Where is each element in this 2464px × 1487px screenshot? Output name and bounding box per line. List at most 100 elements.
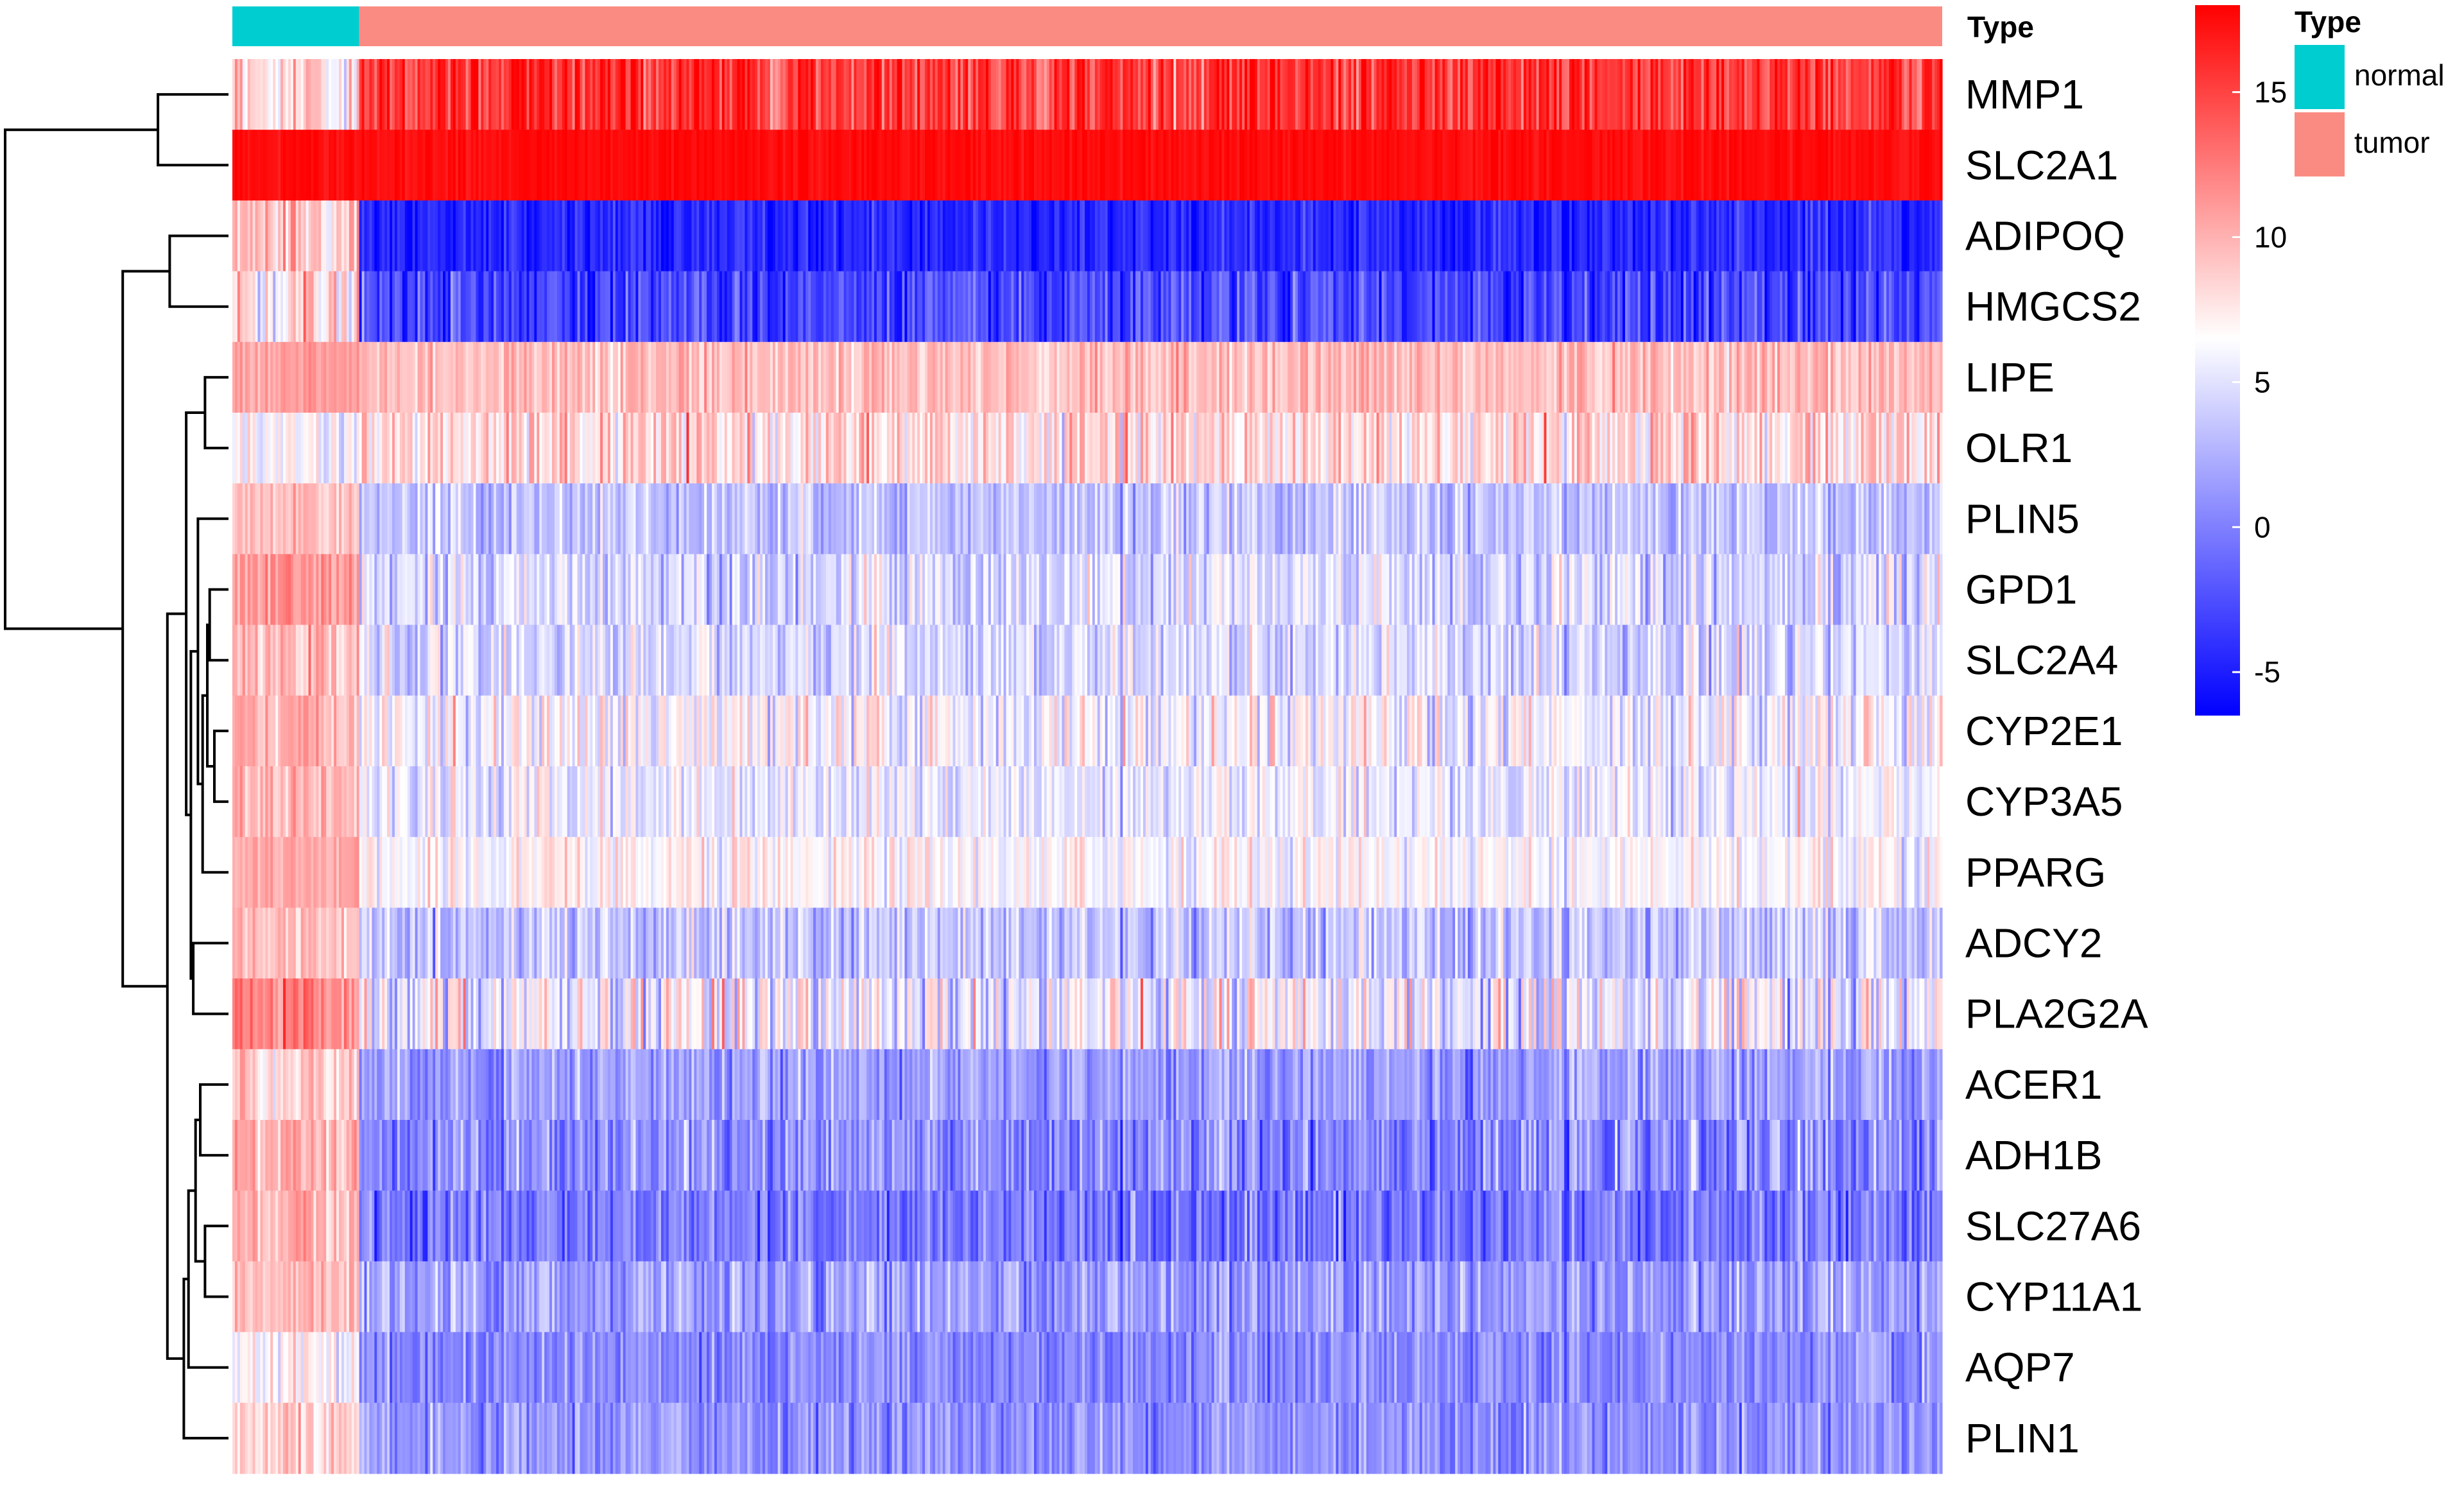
heatmap-cell bbox=[1655, 271, 1658, 343]
heatmap-cell bbox=[1467, 271, 1471, 343]
heatmap-cell bbox=[1257, 341, 1261, 413]
heatmap-cell bbox=[1879, 59, 1882, 130]
heatmap-cell bbox=[590, 130, 593, 201]
heatmap-cell bbox=[387, 554, 390, 626]
heatmap-cell bbox=[1526, 483, 1529, 554]
heatmap-cell bbox=[491, 483, 494, 554]
heatmap-cell bbox=[1850, 59, 1854, 130]
heatmap-cell bbox=[366, 554, 370, 626]
heatmap-cell bbox=[1247, 413, 1250, 484]
heatmap-cell bbox=[491, 59, 494, 130]
heatmap-cell bbox=[1693, 130, 1697, 201]
heatmap-cell bbox=[491, 271, 494, 343]
heatmap-cell bbox=[1221, 483, 1225, 554]
heatmap-cell bbox=[295, 483, 299, 554]
heatmap-cell bbox=[922, 483, 926, 554]
heatmap-cell bbox=[1470, 271, 1474, 343]
heatmap-cell bbox=[303, 59, 307, 130]
heatmap-cell bbox=[884, 200, 888, 272]
heatmap-cell bbox=[483, 413, 487, 484]
heatmap-cell bbox=[762, 271, 766, 343]
heatmap-cell bbox=[1272, 483, 1276, 554]
heatmap-cell bbox=[1899, 271, 1902, 343]
heatmap-cell bbox=[681, 200, 685, 272]
heatmap-cell bbox=[1422, 271, 1426, 343]
heatmap-cell bbox=[985, 483, 989, 554]
heatmap-cell bbox=[1858, 59, 1862, 130]
heatmap-cell bbox=[1559, 483, 1562, 554]
heatmap-cell bbox=[1440, 271, 1443, 343]
heatmap-cell bbox=[1325, 271, 1329, 343]
heatmap-cell bbox=[1899, 130, 1902, 201]
heatmap-cell bbox=[671, 341, 675, 413]
heatmap-cell bbox=[1171, 271, 1174, 343]
heatmap-cell bbox=[417, 200, 421, 272]
heatmap-cell bbox=[912, 271, 915, 343]
heatmap-cell bbox=[1133, 413, 1136, 484]
heatmap-cell bbox=[1298, 130, 1301, 201]
heatmap-cell bbox=[1211, 59, 1215, 130]
heatmap-cell bbox=[534, 341, 537, 413]
heatmap-cell bbox=[1554, 341, 1557, 413]
heatmap-cell bbox=[339, 59, 342, 130]
heatmap-cell bbox=[625, 483, 629, 554]
heatmap-cell bbox=[440, 271, 444, 343]
heatmap-cell bbox=[286, 554, 289, 626]
heatmap-cell bbox=[1544, 59, 1547, 130]
heatmap-cell bbox=[354, 130, 358, 201]
heatmap-cell bbox=[1488, 200, 1492, 272]
heatmap-cell bbox=[1363, 413, 1367, 484]
heatmap-cell bbox=[1833, 341, 1836, 413]
heatmap-cell bbox=[945, 341, 949, 413]
heatmap-cell bbox=[1417, 483, 1420, 554]
heatmap-cell bbox=[1254, 341, 1258, 413]
heatmap-cell bbox=[329, 341, 332, 413]
heatmap-cell bbox=[516, 59, 520, 130]
heatmap-cell bbox=[1189, 413, 1192, 484]
heatmap-cell bbox=[1133, 200, 1136, 272]
heatmap-cell bbox=[785, 271, 789, 343]
heatmap-cell bbox=[1046, 483, 1050, 554]
heatmap-cell bbox=[960, 341, 963, 413]
heatmap-cell bbox=[788, 554, 791, 626]
heatmap-cell bbox=[468, 59, 472, 130]
heatmap-cell bbox=[394, 200, 398, 272]
heatmap-cell bbox=[458, 554, 461, 626]
heatmap-cell bbox=[777, 200, 781, 272]
heatmap-cell bbox=[465, 483, 469, 554]
heatmap-cell bbox=[1003, 483, 1007, 554]
heatmap-cell bbox=[1445, 341, 1448, 413]
heatmap-cell bbox=[1835, 483, 1839, 554]
heatmap-cell bbox=[1724, 200, 1727, 272]
heatmap-cell bbox=[1637, 130, 1641, 201]
heatmap-cell bbox=[625, 130, 629, 201]
heatmap-cell bbox=[364, 554, 368, 626]
heatmap-cell bbox=[1513, 200, 1517, 272]
heatmap-cell bbox=[1056, 130, 1060, 201]
heatmap-cell bbox=[392, 200, 395, 272]
heatmap-cell bbox=[1772, 130, 1775, 201]
heatmap-cell bbox=[1777, 341, 1780, 413]
heatmap-cell bbox=[1120, 59, 1123, 130]
heatmap-cell bbox=[800, 59, 804, 130]
heatmap-cell bbox=[1333, 200, 1336, 272]
heatmap-cell bbox=[1462, 200, 1466, 272]
heatmap-cell bbox=[1927, 483, 1930, 554]
heatmap-cell bbox=[825, 130, 829, 201]
heatmap-cell bbox=[1800, 59, 1804, 130]
heatmap-cell bbox=[1092, 59, 1096, 130]
heatmap-cell bbox=[1402, 130, 1405, 201]
heatmap-cell bbox=[1272, 59, 1276, 130]
heatmap-cell bbox=[854, 271, 857, 343]
heatmap-cell bbox=[798, 200, 801, 272]
heatmap-cell bbox=[980, 341, 984, 413]
heatmap-cell bbox=[1232, 413, 1235, 484]
heatmap-cell bbox=[508, 200, 512, 272]
heatmap-cell bbox=[1495, 341, 1499, 413]
heatmap-cell bbox=[1361, 341, 1365, 413]
heatmap-cell bbox=[1336, 341, 1339, 413]
heatmap-cell bbox=[866, 483, 870, 554]
heatmap-cell bbox=[521, 200, 525, 272]
heatmap-cell bbox=[884, 130, 888, 201]
heatmap-cell bbox=[1932, 200, 1935, 272]
